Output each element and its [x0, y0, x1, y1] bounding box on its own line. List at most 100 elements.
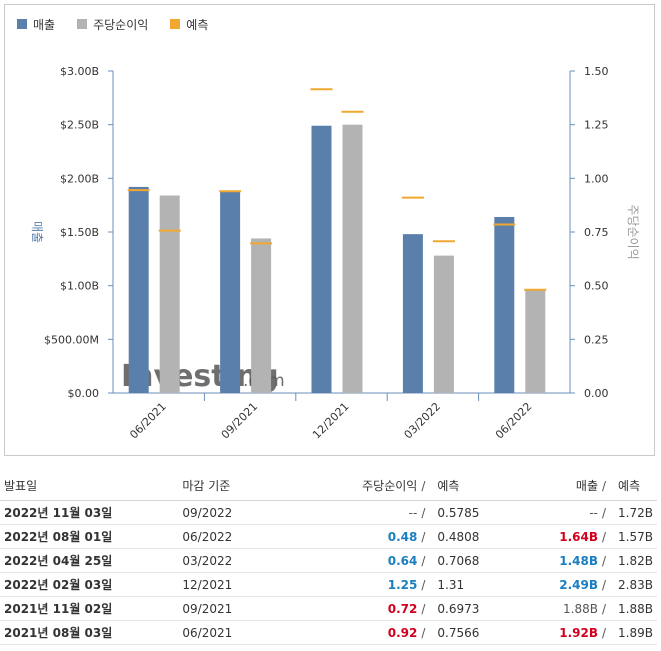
left-tick-label: $1.00B: [60, 280, 99, 293]
legend-label-eps: 주당순이익: [93, 17, 149, 32]
cell-revenue: 1.88B /: [500, 596, 615, 621]
header-eps[interactable]: 주당순이익 /: [301, 470, 434, 501]
cell-period: 03/2022: [178, 548, 302, 573]
table-row: 2021년 11월 02일 09/2021 0.72/0.6973 1.88B/1.8…: [0, 596, 657, 621]
revenue-sep: /: [602, 529, 607, 544]
eps-value: 0.72: [387, 601, 418, 616]
x-tick-label: 03/2022: [402, 400, 444, 442]
eps-sep: /: [421, 601, 426, 616]
cell-eps-forecast: 1.31: [433, 572, 501, 597]
revenue-bar: [220, 191, 241, 393]
x-tick-label: 12/2021: [310, 400, 352, 442]
left-tick-label: $3.00B: [60, 65, 99, 78]
earnings-chart-panel: 매출 주당순이익 예측 $0.00 0.00 $500.00M 0.25 $1.00B 0…: [4, 4, 655, 456]
cell-period: 09/2022: [178, 500, 302, 525]
revenue-value: 1.48B: [559, 553, 598, 568]
eps-sep: /: [421, 577, 426, 592]
legend-swatch-revenue: [17, 19, 27, 29]
cell-eps-forecast: 0.6973: [433, 596, 501, 621]
right-tick-label: 0.00: [584, 387, 609, 400]
eps-value: 1.25: [387, 577, 418, 592]
eps-value: 0.48: [387, 529, 418, 544]
legend-swatch-forecast: [170, 19, 181, 29]
cell-revenue: 1.48B /: [500, 548, 615, 573]
cell-revenue-forecast: 1.57B: [614, 524, 657, 549]
cell-revenue: -- /: [500, 500, 615, 525]
left-axis-title: 매출: [30, 221, 44, 243]
legend-label-revenue: 매출: [33, 17, 56, 32]
cell-revenue: 1.64B /: [500, 524, 615, 549]
revenue-value: 1.88B: [563, 601, 598, 616]
cell-date: 2022년 02월 03일: [0, 572, 179, 597]
revenue-bar: [494, 216, 515, 393]
chart-plot: $0.00 0.00 $500.00M 0.25 $1.00B 0.50 $1.50B 0.7…: [30, 65, 640, 442]
right-tick-label: 0.50: [584, 280, 609, 293]
header-revenue[interactable]: 매출 /: [500, 470, 615, 501]
cell-revenue-forecast: 1.89B: [614, 620, 657, 645]
chart-legend: 매출 주당순이익 예측: [17, 15, 230, 33]
eps-value: --: [408, 505, 418, 520]
revenue-sep: /: [602, 625, 607, 640]
cell-eps-forecast: 0.7566: [433, 620, 501, 645]
eps-sep: /: [421, 529, 426, 544]
right-tick-label: 0.75: [584, 226, 609, 239]
eps-bar: [525, 289, 546, 393]
cell-revenue-forecast: 1.72B: [614, 500, 657, 525]
header-eps-label: 주당순이익: [362, 478, 418, 493]
cell-date: 2022년 08월 01일: [0, 524, 179, 549]
x-tick-label: 06/2021: [127, 400, 169, 442]
left-tick-label: $2.50B: [60, 119, 99, 132]
cell-period: 06/2021: [178, 620, 302, 645]
table-header-row: 발표일 마감 기준 주당순이익 / 예측 매출 / 예측: [0, 470, 657, 501]
cell-date: 2022년 04월 25일: [0, 548, 179, 573]
legend-item-forecast[interactable]: 예측: [170, 16, 208, 33]
earnings-table: 발표일 마감 기준 주당순이익 / 예측 매출 / 예측 2022년 11월 03일…: [0, 470, 657, 645]
revenue-sep: /: [602, 553, 607, 568]
cell-eps: 0.72/: [301, 596, 434, 621]
cell-period: 06/2022: [178, 524, 302, 549]
cell-revenue: 1.92B /: [500, 620, 615, 645]
cell-eps: 0.48/: [301, 524, 434, 549]
eps-bar: [251, 238, 272, 393]
header-date[interactable]: 발표일: [0, 470, 179, 501]
legend-label-forecast: 예측: [186, 17, 209, 32]
cell-eps: 0.92/: [301, 620, 434, 645]
eps-sep: /: [421, 625, 426, 640]
eps-sep: /: [421, 505, 426, 520]
header-eps-forecast[interactable]: 예측: [433, 470, 501, 501]
right-axis-title: 주당순이익: [626, 204, 640, 259]
header-period[interactable]: 마감 기준: [178, 470, 302, 501]
header-revenue-forecast[interactable]: 예측: [614, 470, 657, 501]
table-row: 2022년 11월 03일 09/2022 --/0.5785 --/1.72B: [0, 500, 657, 525]
cell-date: 2021년 11월 02일: [0, 596, 179, 621]
right-tick-label: 0.25: [584, 333, 609, 346]
legend-swatch-eps: [77, 19, 88, 29]
legend-item-eps[interactable]: 주당순이익: [77, 16, 148, 33]
cell-period: 09/2021: [178, 596, 302, 621]
revenue-bar: [128, 186, 149, 393]
header-revenue-label: 매출: [575, 478, 598, 493]
legend-item-revenue[interactable]: 매출: [17, 16, 55, 33]
x-tick-label: 09/2021: [219, 400, 261, 442]
right-tick-label: 1.25: [584, 119, 609, 132]
eps-bar: [433, 255, 454, 393]
cell-revenue: 2.49B /: [500, 572, 615, 597]
eps-value: 0.92: [387, 625, 418, 640]
left-tick-label: $0.00: [68, 387, 100, 400]
left-tick-label: $2.00B: [60, 172, 99, 185]
revenue-bar: [402, 234, 423, 393]
cell-eps: 1.25/: [301, 572, 434, 597]
x-tick-label: 06/2022: [493, 400, 535, 442]
eps-bar: [342, 124, 363, 394]
header-eps-sep: /: [421, 478, 426, 493]
eps-sep: /: [421, 553, 426, 568]
table-body: 2022년 11월 03일 09/2022 --/0.5785 --/1.72B 202…: [0, 500, 657, 645]
revenue-sep: /: [602, 505, 607, 520]
left-tick-label: $1.50B: [60, 226, 99, 239]
eps-bar: [159, 195, 180, 393]
revenue-sep: /: [602, 577, 607, 592]
cell-eps-forecast: 0.7068: [433, 548, 501, 573]
table-row: 2022년 04월 25일 03/2022 0.64/0.7068 1.48B/1.8…: [0, 548, 657, 573]
revenue-value: --: [589, 505, 598, 520]
cell-date: 2022년 11월 03일: [0, 500, 179, 525]
